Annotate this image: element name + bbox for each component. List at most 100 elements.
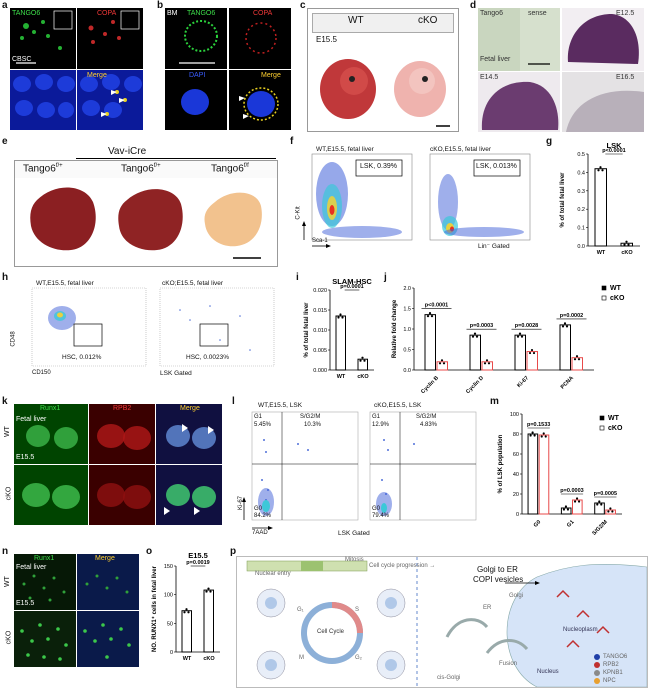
panel-p-fusion: Fusion [499, 661, 518, 667]
panel-j-chart: 0.0 0.5 1.0 1.5 2.0 Relative fold change Cycli… [388, 276, 648, 401]
y-axis-label: Relative fold change [392, 299, 398, 358]
x-tick-label: cKO [203, 656, 215, 662]
p-value: p=0.1533 [527, 422, 550, 428]
y-tick-label: 60 [513, 452, 519, 458]
panel-l-wt-title: WT,E15.5, LSK [258, 402, 303, 409]
data-point [341, 316, 344, 319]
data-point [577, 358, 581, 361]
panel-n-runx1-wt: Runx1 Fetal liver E15.5 [14, 554, 76, 610]
data-point [599, 166, 602, 169]
x-tick-label: PCNA [560, 375, 575, 390]
panel-p-g1: G₁ [297, 607, 304, 613]
panel-b-bm-label: BM [167, 10, 178, 17]
data-point [544, 435, 547, 438]
y-tick-label: 0.005 [313, 348, 327, 354]
y-tick-label: 150 [164, 564, 173, 570]
panel-h-cko-title: cKO;E15.5, fetal liver [162, 280, 224, 287]
data-point [363, 359, 366, 362]
panel-b-tango6-image: BM TANGO6 [165, 8, 227, 69]
panel-o-label: o [146, 546, 153, 557]
y-axis-label: NO. RUNX1⁺ cells in fetal liver [151, 565, 158, 652]
panel-f-cko-gate: LSK, 0.013% [476, 163, 517, 170]
panel-k-stage-label: E15.5 [16, 454, 35, 461]
data-point [183, 611, 186, 614]
data-point [565, 325, 569, 328]
data-point [438, 362, 442, 365]
data-point [597, 169, 600, 172]
panel-f-gated: Lin⁻ Gated [478, 243, 510, 250]
panel-p-nucleoplasm: Nucleoplasm [563, 627, 598, 633]
panel-n-stage-label: E15.5 [16, 600, 35, 607]
panel-k-runx1-label: Runx1 [40, 405, 61, 412]
panel-k-merge-cko [156, 465, 222, 525]
panel-k-cko-label: cKO [5, 486, 13, 501]
panel-i-chart: SLAM-HSC 0.000 0.005 0.010 0.015 0.020 % of to… [300, 276, 378, 399]
bar [514, 334, 526, 371]
panel-m-label: m [490, 396, 499, 407]
panel-l-label: l [232, 396, 235, 407]
y-tick-label: 1.5 [403, 307, 411, 313]
panel-p-cell-cycle-progression: Cell cycle progression → [369, 563, 436, 569]
panel-p-nuclear-entry: Nuclear entry [255, 571, 291, 577]
panel-o-chart: E15.5 0 50 100 150 NO. RUNX1⁺ cells in fetal … [148, 550, 224, 685]
panel-a-copa-label: COPA [97, 10, 117, 17]
y-tick-label: 100 [164, 593, 173, 599]
panel-d-e145-image: E14.5 [478, 72, 560, 132]
data-point [611, 510, 614, 513]
data-point [564, 505, 568, 508]
panel-n-merge-cko [77, 611, 139, 667]
data-point [205, 590, 208, 593]
y-tick-label: 100 [510, 412, 519, 418]
y-axis-label: % of LSK population [498, 434, 504, 493]
panel-f-wt-title: WT,E15.5, fetal liver [316, 146, 374, 153]
chart-title: SLAM-HSC [332, 277, 372, 286]
panel-l-gated: LSK Gated [338, 530, 370, 537]
panel-l-wt-g0: G0 [254, 506, 263, 512]
panel-l-wt-sv: 10.3% [304, 422, 322, 428]
data-point [528, 351, 532, 355]
data-point [566, 508, 570, 511]
legend-label: cKO [610, 295, 625, 302]
x-tick-label: Cyclin B [420, 375, 440, 395]
panel-k-tissue-label: Fetal liver [16, 416, 47, 423]
data-point [475, 335, 479, 338]
data-point [577, 500, 581, 503]
panel-e-genotype-3: Tango6f/f [211, 163, 249, 175]
panel-p-m: M [299, 655, 304, 661]
panel-d-e125-image: E12.5 [562, 8, 644, 71]
data-point [529, 434, 532, 437]
bar [181, 610, 192, 653]
panel-h-label: h [2, 272, 9, 283]
panel-f-wt-gate: LSK, 0.39% [360, 163, 397, 170]
panel-n-tissue-label: Fetal liver [16, 564, 47, 571]
panel-f-flow: WT,E15.5, fetal liver cKO,E15.5, fetal l… [296, 146, 536, 250]
data-point [575, 497, 579, 500]
data-point [471, 335, 475, 338]
panel-h-wt-gate: HSC, 0.012% [62, 354, 102, 361]
panel-e-vav-label: Vav-iCre [108, 146, 147, 157]
panel-b-tango6-label: TANGO6 [187, 10, 216, 17]
data-point [359, 359, 362, 362]
p-value: p=0.0005 [594, 491, 617, 497]
panel-c-cko-label: cKO [418, 15, 438, 26]
y-tick-label: 50 [167, 621, 173, 627]
data-point [207, 587, 210, 590]
panel-a-merge-label: Merge [87, 72, 107, 79]
y-tick-label: 1.0 [403, 327, 411, 333]
panel-l-cko-s: S/G2/M [416, 414, 437, 420]
panel-l-wt-g0v: 84.2% [254, 513, 272, 519]
panel-e-header: Tango6f/+ Tango6f/+ Tango6f/f [14, 160, 278, 179]
x-tick-label: S/G2/M [591, 519, 609, 537]
y-tick-label: 80 [513, 432, 519, 438]
panel-e-label: e [2, 136, 8, 147]
y-tick-label: 0.4 [577, 170, 585, 176]
data-point [607, 510, 610, 513]
data-point [573, 500, 577, 503]
y-tick-label: 0.0 [403, 368, 411, 374]
panel-p-legend-2: RPB2 [603, 662, 619, 668]
p-value: p=0.0028 [515, 323, 538, 329]
panel-d-label: d [470, 0, 477, 11]
panel-l-cko-title: cKO,E15.5, LSK [374, 402, 422, 409]
y-tick-label: 0.3 [577, 189, 585, 195]
panel-p-golgi: Golgi [509, 593, 524, 599]
